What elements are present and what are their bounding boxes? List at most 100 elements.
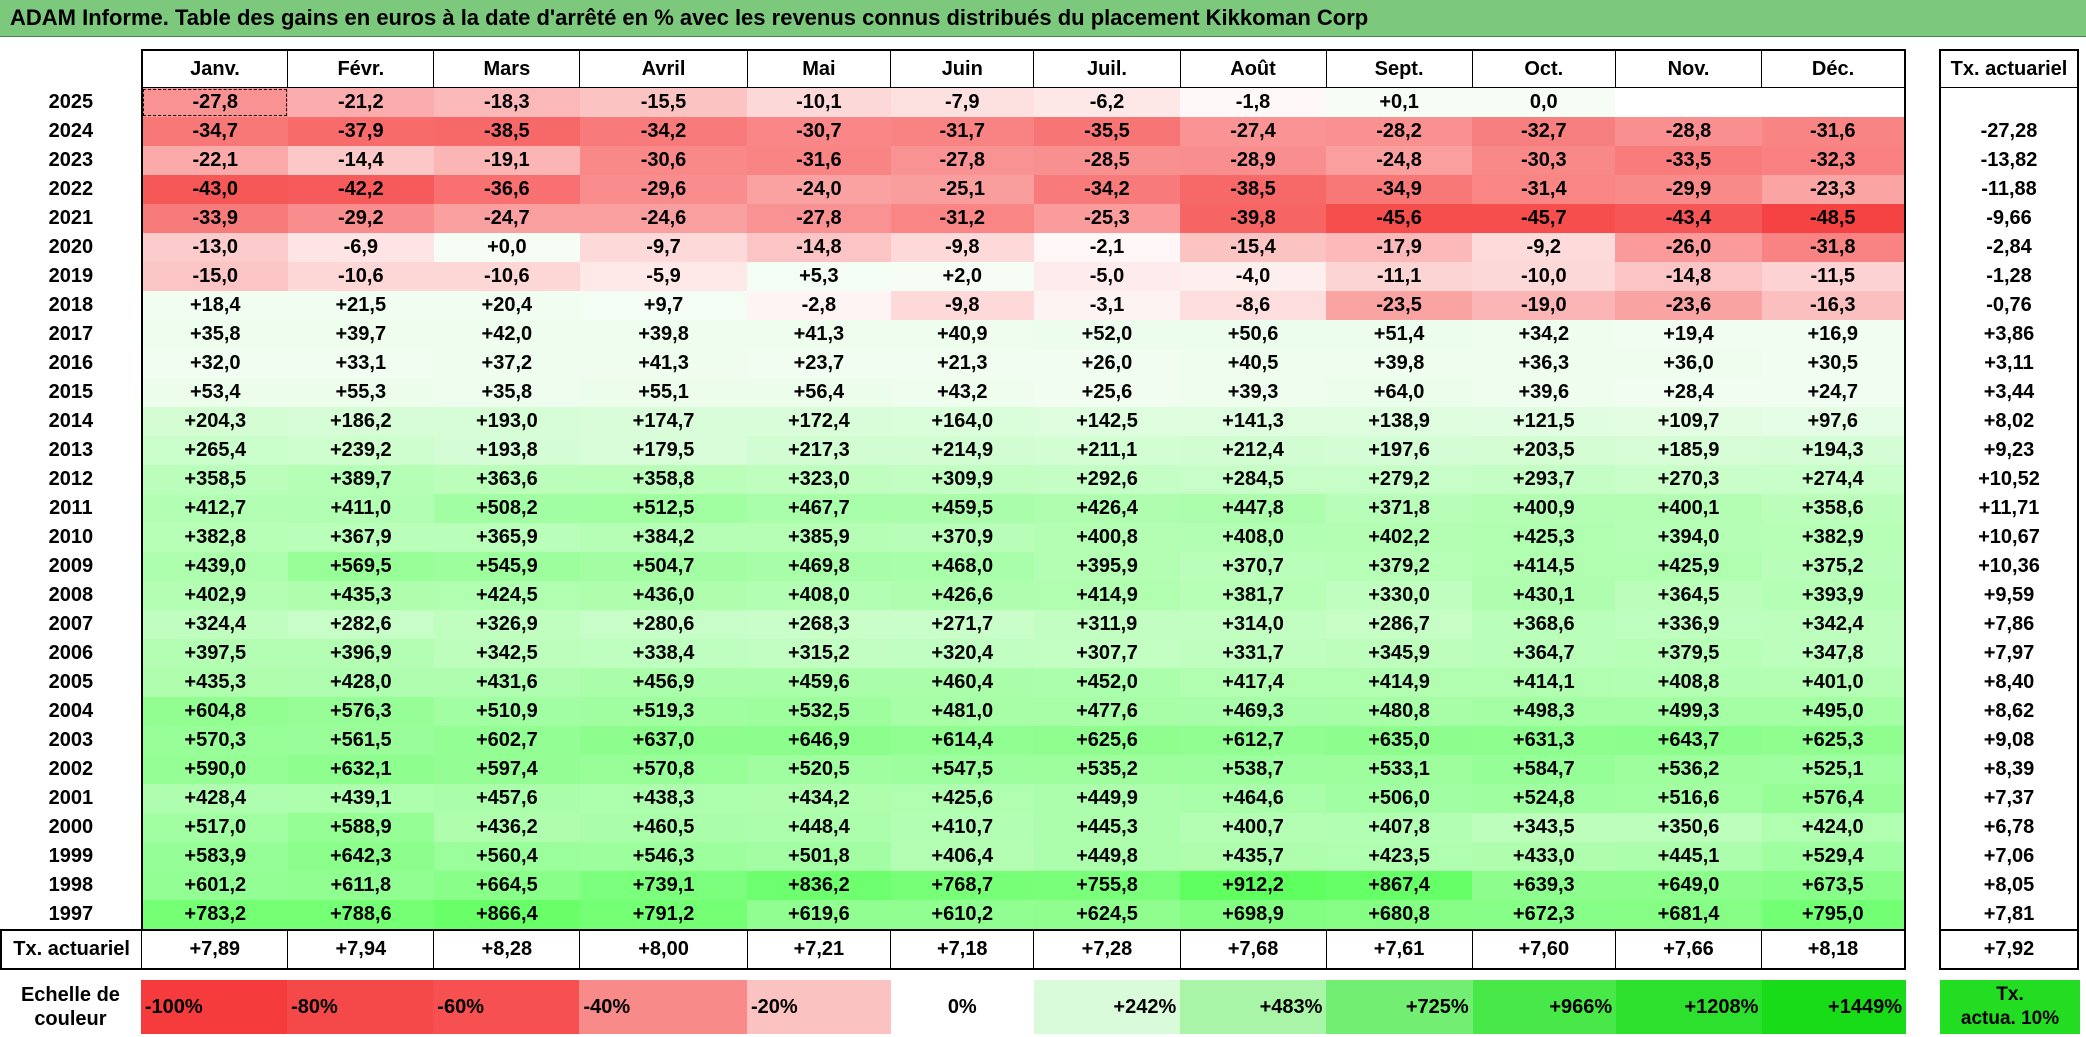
gain-cell: +364,7 [1472, 639, 1616, 668]
gain-cell: +109,7 [1615, 407, 1762, 436]
year-label: 2009 [48, 555, 94, 577]
gain-cell: +457,6 [433, 784, 580, 813]
gain-cell: +39,3 [1180, 378, 1327, 407]
gain-cell: +698,9 [1180, 900, 1327, 931]
gain-cell: +56,4 [747, 378, 891, 407]
gain-cell: -43,4 [1615, 204, 1762, 233]
table-row: 2002 +590,0 +632,1 +597,4 +570,8 +520,5 +547,5… [1, 755, 1907, 784]
footer-value: +7,21 [746, 929, 891, 970]
gain-cell: +19,4 [1615, 320, 1762, 349]
gain-cell: -19,1 [433, 146, 580, 175]
side-rate-cell: -2,84 [1939, 233, 2079, 262]
gain-cell: +172,4 [747, 407, 891, 436]
gain-cell: +18,4 [140, 291, 288, 320]
gain-cell: -25,1 [890, 175, 1034, 204]
gain-cell: -27,8 [140, 87, 288, 117]
side-rate-cell: -27,28 [1939, 117, 2079, 146]
side-rate-cell: +7,97 [1939, 639, 2079, 668]
gain-cell: +121,5 [1472, 407, 1616, 436]
gain-cell: -5,0 [1033, 262, 1180, 291]
gain-cell: +755,8 [1033, 871, 1180, 900]
gain-cell: +20,4 [433, 291, 580, 320]
gain-cell: +342,4 [1761, 610, 1907, 639]
gain-cell: +739,1 [579, 871, 748, 900]
table-row: 2019 -15,0 -10,6 -10,6 -5,9 +5,3 +2,0 -5,0 -4,0-… [1, 262, 1907, 291]
gain-cell: -42,2 [287, 175, 434, 204]
month-header-row: Janv. Févr. Mars Avril Mai Juin Juil. Août Sept.… [1, 49, 1907, 88]
gain-cell: +379,5 [1615, 639, 1762, 668]
gains-table: Janv. Févr. Mars Avril Mai Juin Juil. Août Sept.… [0, 49, 1907, 970]
side-rate-cell: +9,59 [1939, 581, 2079, 610]
gain-cell: +512,5 [579, 494, 748, 523]
gain-cell: +637,0 [579, 726, 748, 755]
gain-cell: +612,7 [1180, 726, 1327, 755]
corner-cell [1, 50, 142, 88]
gain-cell: -4,0 [1180, 262, 1327, 291]
gain-cell: +426,4 [1033, 494, 1180, 523]
gain-cell: +292,6 [1033, 465, 1180, 494]
gain-cell: +25,6 [1033, 378, 1180, 407]
gain-cell: +412,7 [140, 494, 288, 523]
gain-cell: +410,7 [890, 813, 1034, 842]
gain-cell: +788,6 [287, 900, 434, 931]
gain-cell: +425,6 [890, 784, 1034, 813]
table-row: 2008 +402,9 +435,3 +424,5 +436,0 +408,0 +426,6… [1, 581, 1907, 610]
gain-cell: -28,2 [1326, 117, 1473, 146]
gain-cell: +501,8 [747, 842, 891, 871]
gain-cell: +41,3 [747, 320, 891, 349]
scale-swatch: +1208% [1616, 980, 1763, 1034]
gain-cell: +602,7 [433, 726, 580, 755]
side-rate-cell: +8,02 [1939, 407, 2079, 436]
gain-cell: -9,8 [890, 291, 1034, 320]
side-rate-cell: +8,62 [1939, 697, 2079, 726]
gain-cell: +460,4 [890, 668, 1034, 697]
gain-cell: +370,7 [1180, 552, 1327, 581]
gain-cell [1761, 87, 1907, 117]
gain-cell: +395,9 [1033, 552, 1180, 581]
gain-cell: +495,0 [1761, 697, 1907, 726]
gain-cell: +525,1 [1761, 755, 1907, 784]
gain-cell: +673,5 [1761, 871, 1907, 900]
gain-cell: +186,2 [287, 407, 434, 436]
month-header: Août [1180, 49, 1327, 88]
gain-cell: -13,0 [140, 233, 288, 262]
gain-cell: +53,4 [140, 378, 288, 407]
month-header: Avril [579, 49, 748, 88]
gain-cell: +384,2 [579, 523, 748, 552]
gain-cell: -35,5 [1033, 117, 1180, 146]
gain-cell: +569,5 [287, 552, 434, 581]
gain-cell: +517,0 [140, 813, 288, 842]
footer-value: +8,28 [433, 929, 580, 970]
gain-cell: +336,9 [1615, 610, 1762, 639]
gain-cell: -24,6 [579, 204, 748, 233]
side-rate-cell: +6,78 [1939, 813, 2079, 842]
side-rate-cell: -1,28 [1939, 262, 2079, 291]
gain-cell: -15,5 [579, 87, 748, 117]
gain-cell: +406,4 [890, 842, 1034, 871]
gain-cell: +439,0 [140, 552, 288, 581]
gain-cell: -10,1 [747, 87, 891, 117]
gain-cell: -14,8 [747, 233, 891, 262]
month-header: Déc. [1761, 49, 1907, 88]
scale-swatch: -80% [287, 980, 434, 1034]
side-rate-cell: -9,66 [1939, 204, 2079, 233]
gain-cell: +34,2 [1472, 320, 1616, 349]
gain-cell: +460,5 [579, 813, 748, 842]
gain-cell: +464,6 [1180, 784, 1327, 813]
gain-cell: +480,8 [1326, 697, 1473, 726]
gain-cell: +39,7 [287, 320, 434, 349]
footer-label: Tx. actuariel [0, 929, 142, 970]
gain-cell: +529,4 [1761, 842, 1907, 871]
gain-cell: -27,4 [1180, 117, 1327, 146]
gain-cell: +350,6 [1615, 813, 1762, 842]
gain-cell: +498,3 [1472, 697, 1616, 726]
gain-cell: -6,2 [1033, 87, 1180, 117]
gain-cell: -3,1 [1033, 291, 1180, 320]
gain-cell: +164,0 [890, 407, 1034, 436]
gain-cell: +610,2 [890, 900, 1034, 931]
gain-cell: +576,3 [287, 697, 434, 726]
gain-cell: -27,8 [747, 204, 891, 233]
gain-cell: +345,9 [1326, 639, 1473, 668]
gain-cell: +203,5 [1472, 436, 1616, 465]
gain-cell: -28,5 [1033, 146, 1180, 175]
